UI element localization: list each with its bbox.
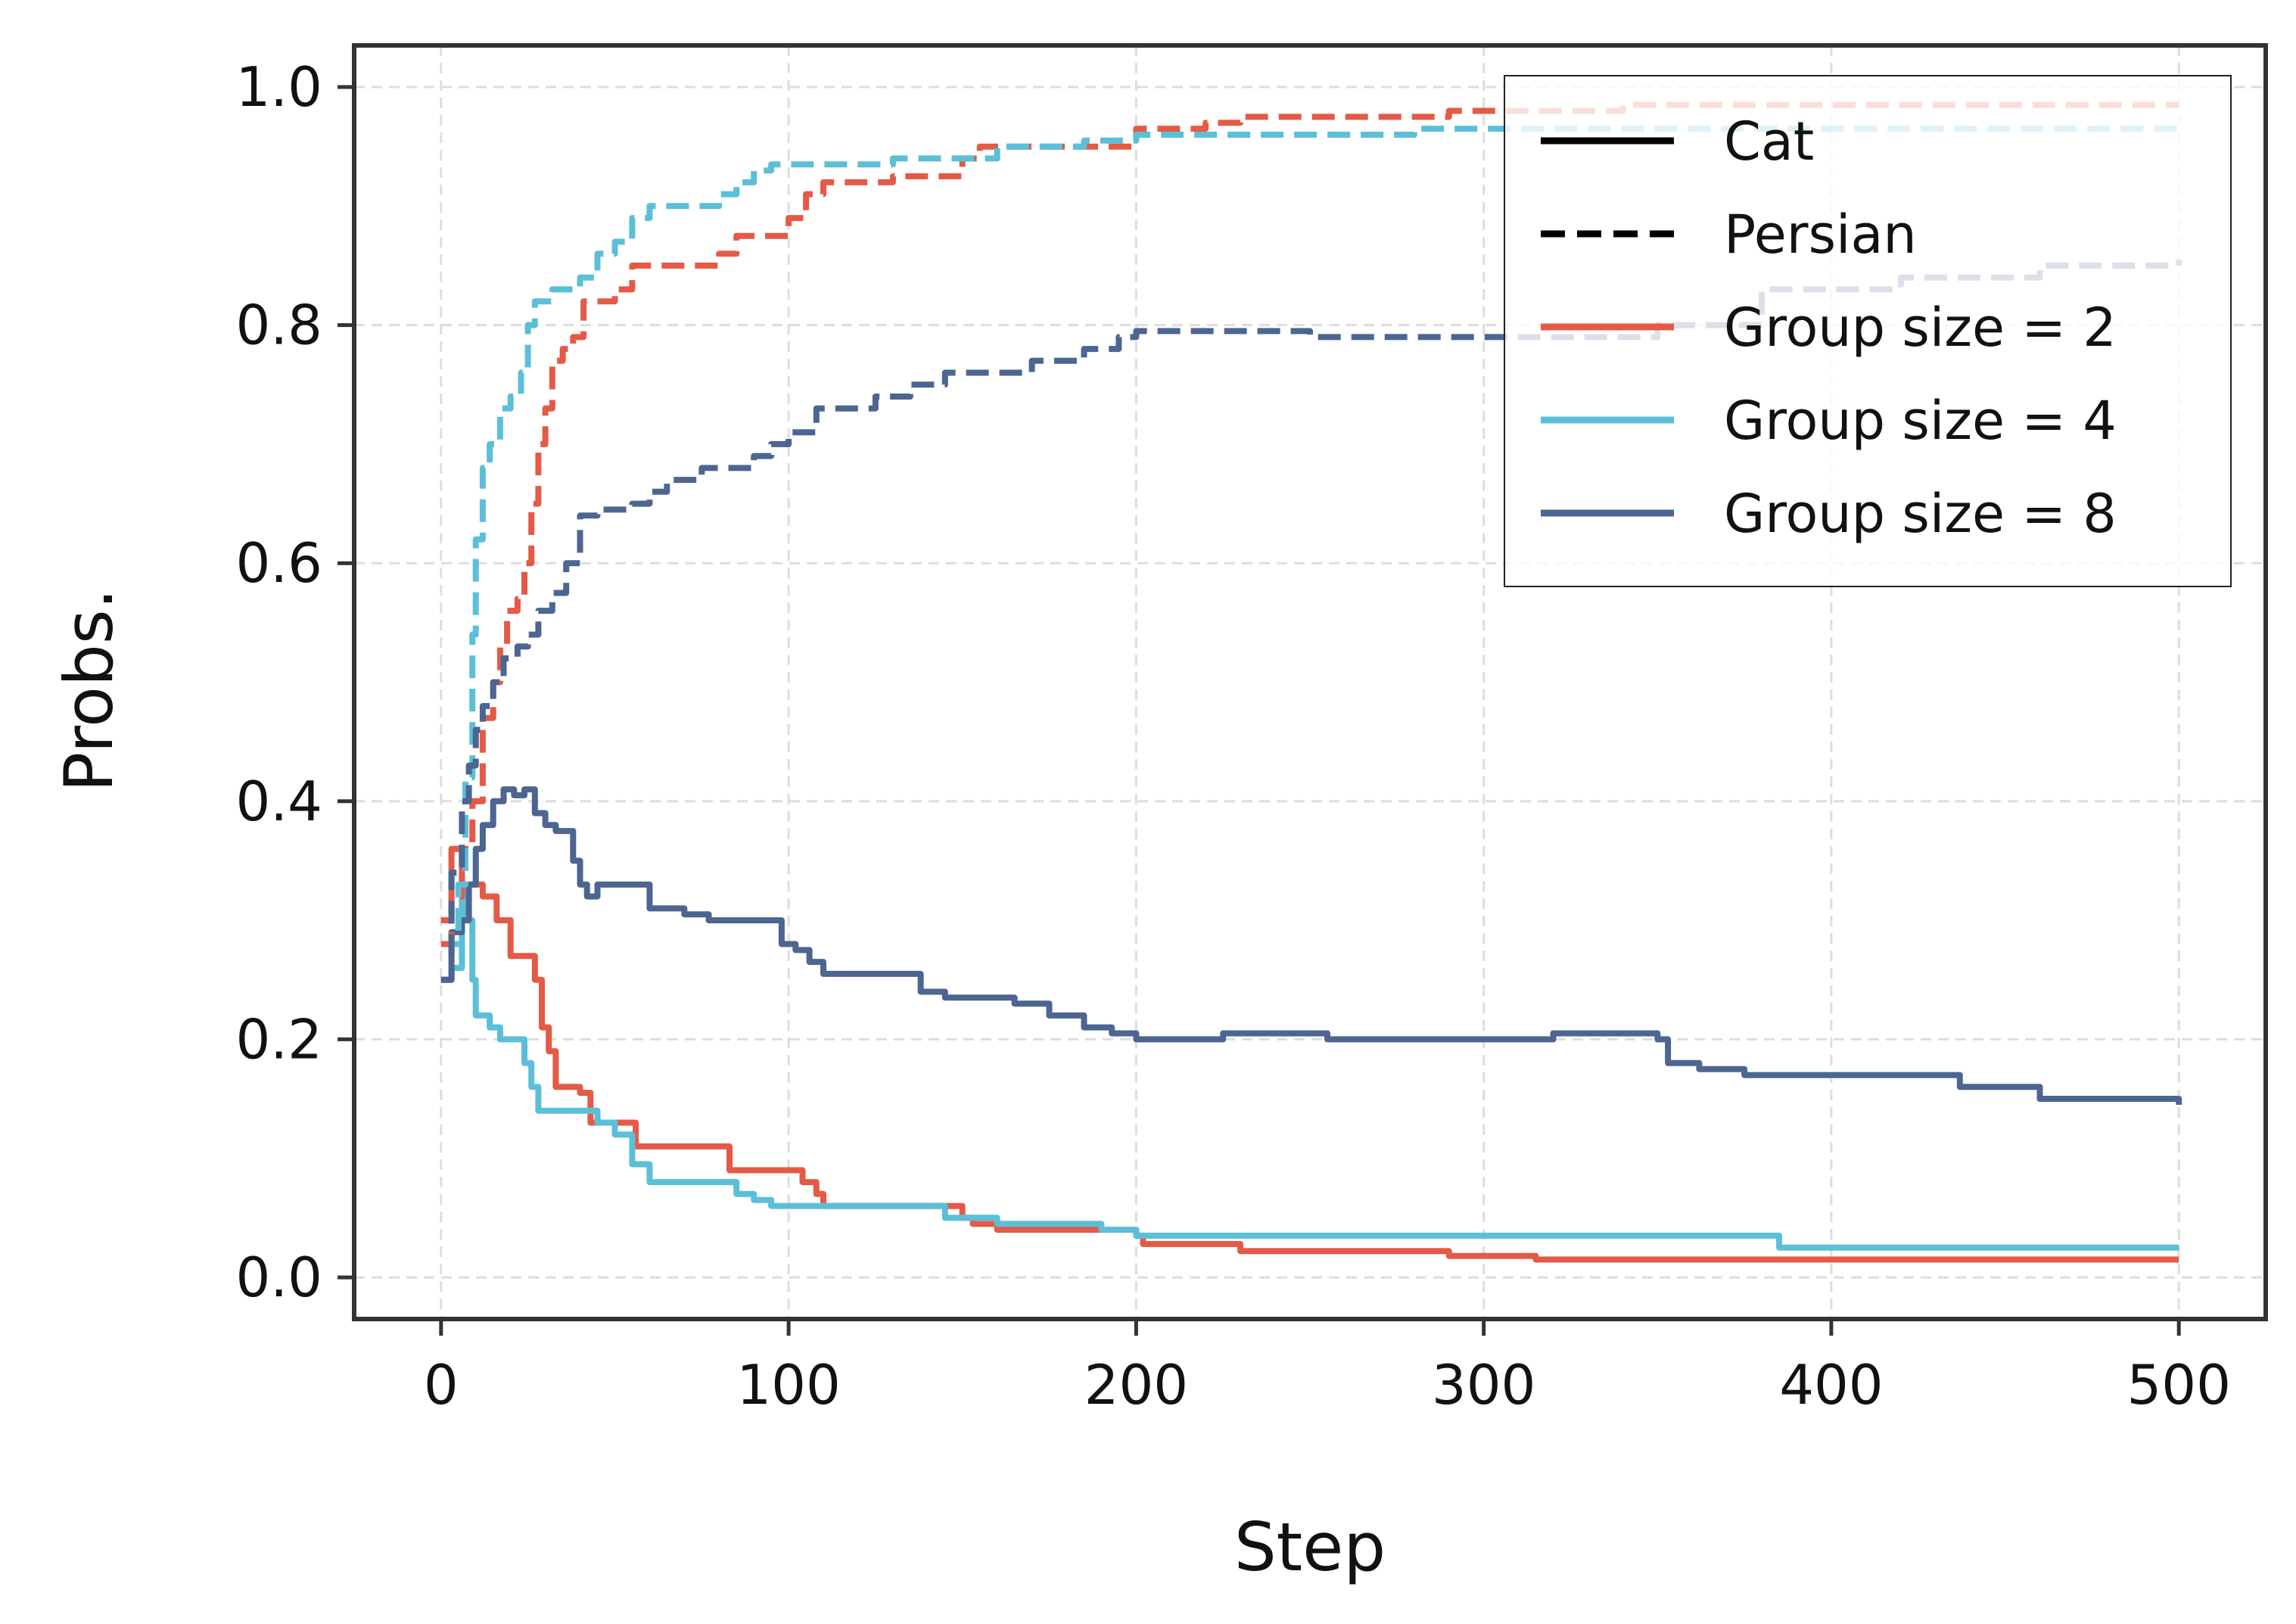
series-lines: [440, 101, 2182, 1263]
y-tick-label-0: 0.0: [235, 1246, 322, 1309]
axis-ticks: 0 100 200 300 400 500 0.0 0.2 0.4 0.6 0.8 1.0: [235, 55, 2230, 1417]
y-tick-label-4: 0.8: [235, 294, 322, 357]
legend-box: [1504, 75, 2232, 587]
y-tick-label-2: 0.4: [235, 770, 322, 833]
plot-frame: [352, 43, 2268, 1321]
y-tick-label-5: 1.0: [235, 55, 322, 119]
x-tick-label-5: 500: [2126, 1353, 2230, 1417]
legend-label-group-size-4: Group size = 4: [1724, 390, 2117, 452]
series-group-size-8-persian-line: [440, 260, 2182, 983]
y-axis-title: Probs.: [50, 588, 128, 792]
series-group-size-4-persian-line: [440, 123, 2182, 983]
x-tick-label-4: 400: [1779, 1353, 1883, 1417]
x-tick-label-3: 300: [1432, 1353, 1535, 1417]
series-group-size-4-cat-line: [440, 881, 2179, 1251]
y-tick-label-1: 0.2: [235, 1007, 322, 1071]
legend-label-group-size-2: Group size = 2: [1724, 297, 2117, 359]
legend-label-cat: Cat: [1724, 110, 1814, 173]
x-axis-title: Step: [1234, 1508, 1386, 1586]
y-tick-label-3: 0.6: [235, 531, 322, 595]
series-group-size-8-cat-line: [440, 786, 2182, 1105]
x-tick-label-2: 200: [1084, 1353, 1188, 1417]
legend: Cat Persian Group size = 2 Group size = 4 Gr…: [1504, 75, 2232, 587]
x-tick-label-1: 100: [736, 1353, 840, 1417]
legend-label-persian: Persian: [1724, 204, 1917, 266]
legend-label-group-size-8: Group size = 8: [1724, 483, 2117, 545]
x-tick-label-0: 0: [424, 1353, 459, 1417]
